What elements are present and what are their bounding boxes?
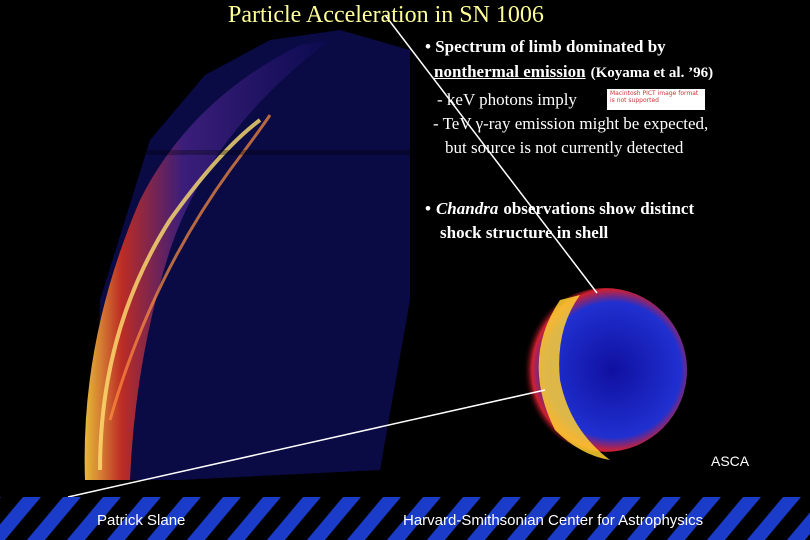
pointer-line [67, 389, 546, 498]
sub-bullet: - TeV γ-ray emission might be expected, [433, 114, 709, 133]
footer-bar [0, 497, 810, 540]
bullet: • Spectrum of limb dominated by [425, 37, 666, 56]
asca-image [523, 288, 687, 460]
bullet-mark: • [425, 199, 431, 218]
sub-bullet-line: but source is not currently detected [445, 138, 684, 157]
footer-institution: Harvard-Smithsonian Center for Astrophys… [403, 512, 704, 529]
slide-title: Particle Acceleration in SN 1006 [228, 2, 544, 28]
snr-image [60, 30, 410, 480]
pointer-line [384, 14, 598, 294]
bullet-text: observations show distinct [503, 199, 695, 218]
bullet-line: shock structure in shell [440, 223, 609, 242]
underlined-text: nonthermal emission [434, 62, 586, 81]
italic-text: Chandra [435, 199, 499, 218]
citation: (Koyama et al. ’96) [590, 65, 714, 81]
image-label: ASCA [711, 453, 750, 469]
bullet-line: nonthermal emission (Koyama et al. ’96) [434, 62, 713, 82]
sub-bullet: - keV photons imply [437, 90, 577, 109]
footer-author: Patrick Slane [97, 512, 186, 529]
image-placeholder: Macintosh PICT image format is not suppo… [607, 89, 705, 110]
bullet: • Chandra observations show distinct [425, 199, 694, 219]
